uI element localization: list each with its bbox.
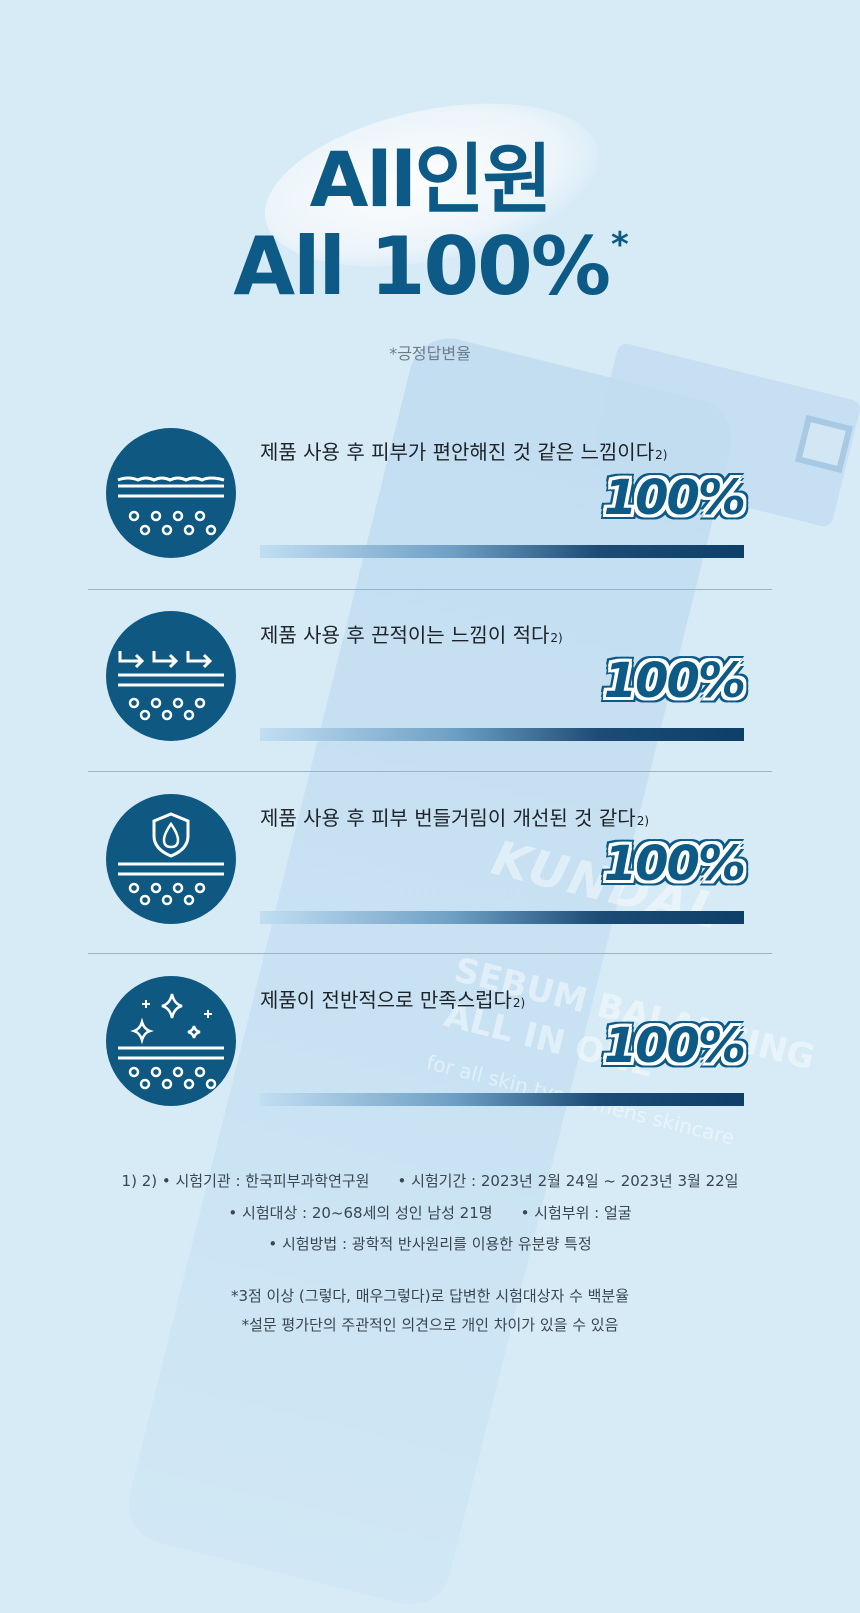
footnote-test-method: • 시험방법 : 광학적 반사원리를 이용한 유분량 특정 — [268, 1235, 592, 1253]
survey-statement: 제품 사용 후 피부 번들거림이 개선된 것 같다2) — [260, 802, 649, 831]
footnote-row-1: 1) 2) • 시험기관 : 한국피부과학연구원 • 시험기간 : 2023년 2… — [0, 1170, 860, 1191]
survey-percent: 100% — [603, 1018, 746, 1074]
survey-item-2: 제품 사용 후 끈적이는 느낌이 적다2) 100% — [88, 611, 772, 793]
survey-item-4: 제품이 전반적으로 만족스럽다2) 100% — [88, 976, 772, 1158]
result-bar — [260, 911, 744, 924]
survey-percent: 100% — [603, 470, 746, 526]
survey-item-3: 제품 사용 후 피부 번들거림이 개선된 것 같다2) 100% — [88, 794, 772, 976]
survey-statement-text: 제품이 전반적으로 만족스럽다 — [260, 988, 512, 1012]
divider-3 — [88, 953, 772, 954]
headline-asterisk: * — [610, 225, 629, 265]
footnote-row-2: • 시험대상 : 20~68세의 성인 남성 21명 • 시험부위 : 얼굴 — [0, 1202, 860, 1223]
result-bar-fill — [260, 545, 744, 558]
result-bar — [260, 728, 744, 741]
survey-statement-text: 제품 사용 후 끈적이는 느낌이 적다 — [260, 623, 550, 647]
survey-statement: 제품 사용 후 끈적이는 느낌이 적다2) — [260, 619, 563, 648]
result-bar — [260, 545, 744, 558]
survey-percent: 100% — [603, 836, 746, 892]
footnote-test-area: • 시험부위 : 얼굴 — [520, 1204, 632, 1222]
result-bar-fill — [260, 728, 744, 741]
footnote-subjective-note: *설문 평가단의 주관적인 의견으로 개인 차이가 있을 수 있음 — [241, 1316, 619, 1334]
survey-item-1: 제품 사용 후 피부가 편안해진 것 같은 느낌이다2) 100% — [88, 428, 772, 610]
absorb-arrows-icon — [106, 611, 236, 741]
footnote-ref: 2) — [636, 814, 650, 828]
result-bar-fill — [260, 1093, 744, 1106]
result-bar — [260, 1093, 744, 1106]
survey-percent: 100% — [603, 653, 746, 709]
footnote-test-period: • 시험기간 : 2023년 2월 24일 ~ 2023년 3월 22일 — [397, 1172, 739, 1190]
footnote-ref: 2) — [655, 448, 668, 462]
positive-response-note: *긍정답변율 — [389, 344, 471, 363]
footnote-ref: 2) — [550, 631, 563, 645]
result-bar-fill — [260, 911, 744, 924]
survey-statement-text: 제품 사용 후 피부 번들거림이 개선된 것 같다 — [260, 806, 636, 830]
headline-line2: All 100%* — [0, 220, 860, 313]
survey-statement: 제품 사용 후 피부가 편안해진 것 같은 느낌이다2) — [260, 436, 667, 465]
sparkle-icon — [106, 976, 236, 1106]
footnote-score-note: *3점 이상 (그렇다, 매우그렇다)로 답변한 시험대상자 수 백분율 — [230, 1287, 630, 1305]
divider-2 — [88, 771, 772, 772]
footnote-test-institute: 1) 2) • 시험기관 : 한국피부과학연구원 — [121, 1172, 370, 1190]
survey-statement: 제품이 전반적으로 만족스럽다2) — [260, 984, 525, 1013]
headline-line1: All인원 — [309, 135, 553, 224]
divider-1 — [88, 589, 772, 590]
footnote-test-subjects: • 시험대상 : 20~68세의 성인 남성 21명 — [228, 1204, 493, 1222]
headline-line2-text: All 100% — [233, 220, 611, 313]
shield-drop-icon — [106, 794, 236, 924]
survey-statement-text: 제품 사용 후 피부가 편안해진 것 같은 느낌이다 — [260, 440, 655, 464]
skin-calm-icon — [106, 428, 236, 558]
footnote-ref: 2) — [512, 996, 526, 1010]
